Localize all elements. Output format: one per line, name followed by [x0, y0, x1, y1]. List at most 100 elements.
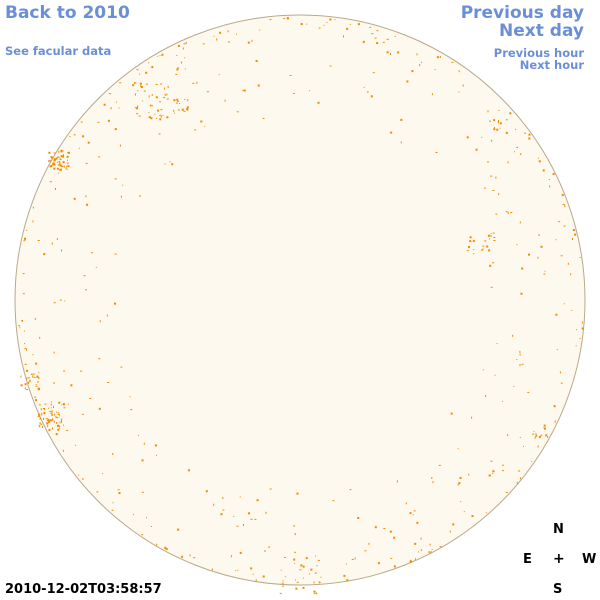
facula-mark [59, 415, 61, 417]
back-to-year-link[interactable]: Back to 2010 [5, 3, 130, 23]
facula-mark [24, 237, 26, 240]
facula-mark [80, 121, 83, 123]
facula-mark [519, 477, 521, 480]
facula-mark [67, 162, 69, 165]
facula-mark [482, 369, 484, 371]
facula-mark [376, 42, 379, 45]
facula-mark [420, 549, 422, 552]
facula-mark [33, 376, 36, 378]
facula-mark [78, 147, 80, 149]
facula-mark [38, 404, 41, 406]
facula-mark [250, 567, 253, 570]
facula-mark [159, 55, 161, 57]
facula-mark [563, 303, 565, 305]
facula-mark [37, 413, 40, 416]
facula-mark [516, 481, 518, 484]
facula-mark [563, 225, 566, 227]
facula-mark [59, 163, 61, 165]
facula-mark [492, 472, 494, 474]
facula-mark [534, 436, 536, 438]
facula-mark [493, 240, 496, 241]
facula-mark [268, 546, 271, 548]
facula-mark [62, 155, 65, 158]
facula-mark [66, 430, 69, 431]
facula-mark [553, 405, 556, 408]
facula-mark [63, 165, 65, 168]
facula-mark [537, 256, 539, 259]
facula-mark [405, 502, 407, 505]
facula-mark [516, 146, 519, 148]
facula-mark [323, 24, 325, 26]
facula-mark [222, 497, 224, 499]
facula-mark [57, 167, 59, 170]
facula-mark [420, 537, 422, 540]
facula-mark [56, 411, 58, 413]
facula-mark [53, 406, 54, 408]
facula-mark [39, 417, 41, 420]
facula-mark [236, 33, 237, 35]
facula-mark [134, 82, 137, 84]
next-day-link[interactable]: Next day [499, 21, 584, 41]
facula-mark [512, 334, 514, 337]
facula-mark [498, 193, 500, 196]
see-facular-data-link[interactable]: See facular data [5, 44, 112, 58]
facula-mark [371, 33, 374, 35]
facula-mark [50, 403, 52, 406]
facula-mark [110, 107, 112, 110]
facula-mark [136, 107, 139, 110]
facula-mark [540, 245, 543, 248]
facula-mark [581, 321, 583, 324]
facula-mark [57, 414, 60, 415]
facula-mark [264, 550, 266, 552]
facula-mark [154, 444, 157, 447]
facula-mark [47, 425, 49, 428]
facula-mark [549, 185, 551, 188]
facula-mark [186, 106, 189, 109]
compass-north-label: N [553, 522, 564, 537]
facula-mark [97, 121, 100, 123]
facula-mark [44, 403, 47, 405]
facula-mark [59, 421, 61, 424]
facula-mark [183, 110, 186, 112]
facula-mark [46, 420, 48, 422]
facula-mark [374, 37, 377, 39]
facula-mark [544, 270, 546, 272]
facula-mark [39, 388, 41, 391]
facula-mark [159, 114, 162, 116]
facula-mark [61, 168, 62, 171]
facula-mark [524, 132, 527, 134]
facula-mark [51, 410, 53, 413]
facula-mark [89, 398, 92, 399]
facula-mark [390, 557, 393, 559]
facula-mark [156, 118, 158, 119]
facula-mark [413, 510, 416, 512]
previous-day-link[interactable]: Previous day [460, 3, 584, 23]
facula-mark [354, 557, 356, 560]
facula-mark [534, 437, 536, 439]
facula-mark [37, 388, 40, 390]
facula-mark [370, 95, 373, 98]
facula-mark [316, 565, 318, 567]
facula-mark [50, 401, 52, 403]
facula-mark [187, 469, 190, 472]
facula-mark [280, 569, 282, 571]
facula-mark [220, 513, 223, 516]
facula-mark [515, 128, 516, 130]
facula-mark [243, 89, 246, 92]
facula-mark [132, 513, 134, 515]
facula-mark [507, 212, 509, 215]
facula-mark [66, 165, 68, 167]
facula-mark [59, 427, 61, 429]
facula-mark [185, 41, 187, 44]
facula-mark [48, 407, 50, 409]
facula-mark [52, 162, 55, 164]
facula-mark [166, 93, 168, 96]
facula-mark [69, 136, 71, 137]
facula-mark [488, 474, 490, 476]
facula-mark [37, 416, 40, 418]
previous-hour-link[interactable]: Previous hour [493, 46, 584, 60]
facula-mark [52, 418, 54, 421]
facula-mark [114, 128, 117, 131]
facula-mark [390, 131, 393, 134]
next-hour-link[interactable]: Next hour [519, 58, 584, 72]
